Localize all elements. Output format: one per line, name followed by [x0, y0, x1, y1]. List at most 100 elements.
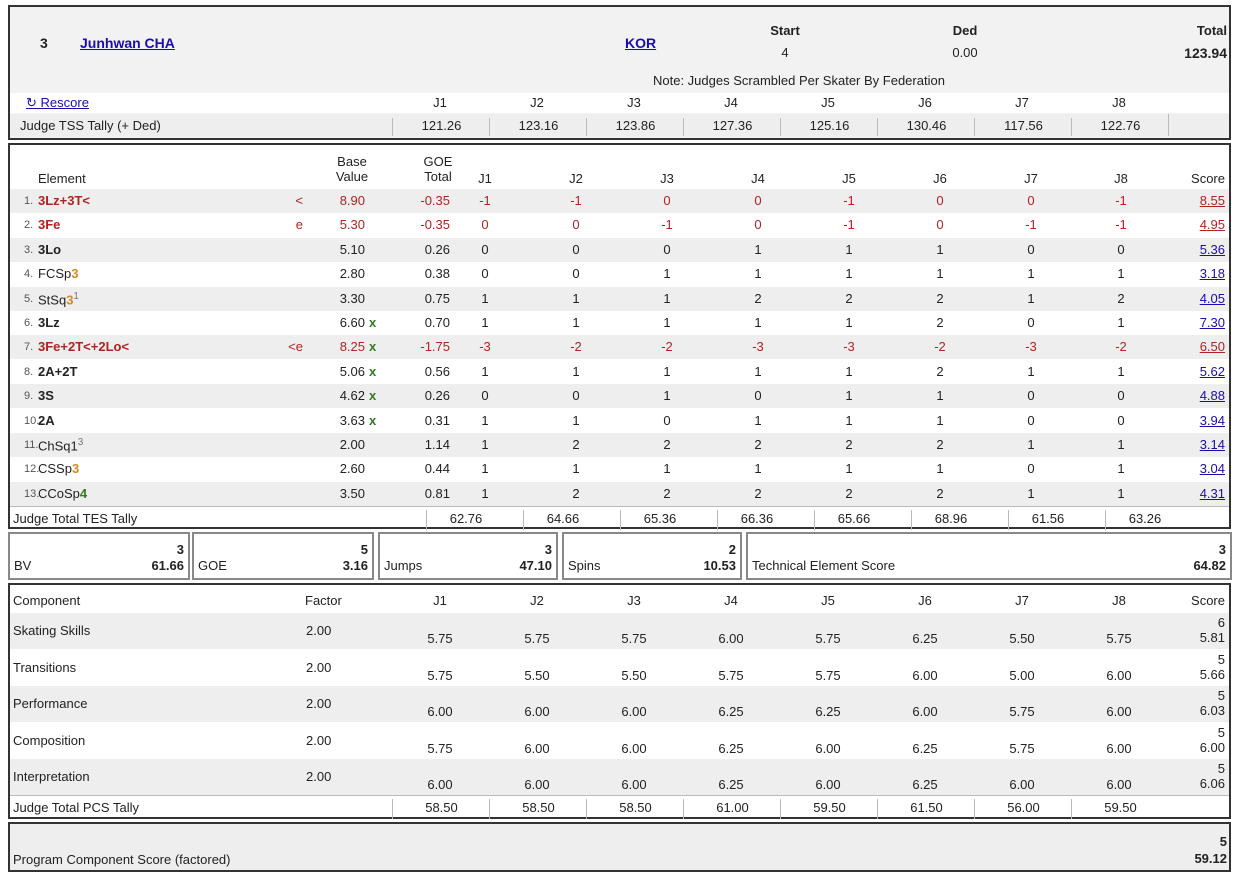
- pcs-tally-value: 61.50: [877, 799, 975, 819]
- rescore-link[interactable]: ↻ Rescore: [26, 95, 89, 111]
- component-judge-mark: 6.25: [718, 740, 744, 756]
- nation-link[interactable]: KOR: [625, 35, 657, 51]
- element-score-link[interactable]: 8.55: [1199, 193, 1225, 208]
- element-score-link[interactable]: 3.94: [1199, 412, 1225, 428]
- element-level-superscript: 1: [73, 290, 79, 302]
- total-value: 123.94: [1184, 45, 1227, 61]
- summary-box: 5 GOE 3.16: [192, 532, 374, 580]
- element-judge-header: J3: [660, 171, 674, 186]
- element-score-link[interactable]: 3.04: [1199, 461, 1225, 477]
- element-score-link[interactable]: 6.50: [1199, 339, 1225, 355]
- element-score-link[interactable]: 4.31: [1199, 485, 1225, 501]
- summary-label: Spins: [568, 558, 601, 573]
- element-code: ChSq1: [38, 438, 78, 454]
- base-value-number: 6.60: [339, 315, 365, 330]
- component-judge-mark: 5.75: [1009, 704, 1035, 720]
- judge-goe: -1: [843, 193, 855, 208]
- tss-tally-value: 125.16: [780, 118, 878, 136]
- element-number: 12.: [24, 463, 40, 476]
- skater-name-link[interactable]: Junhwan CHA: [80, 35, 175, 51]
- judge-goe: 1: [754, 241, 762, 257]
- goe-total-column-header: GOE Total: [423, 154, 453, 184]
- component-judge-mark: 6.00: [718, 631, 744, 646]
- element-info-flag: <: [295, 193, 303, 208]
- judge-goe: 1: [1027, 437, 1035, 452]
- goe-total: 0.26: [424, 241, 450, 257]
- element-score-link[interactable]: 7.30: [1199, 315, 1225, 330]
- judge-goe: -2: [934, 339, 946, 355]
- element-code: 3Lz+3T<: [38, 193, 91, 208]
- component-judge-mark: 6.00: [1106, 667, 1132, 683]
- summary-label: Technical Element Score: [752, 558, 896, 573]
- tes-tally-value: 61.56: [1008, 510, 1087, 530]
- component-judge-mark: 6.00: [524, 704, 550, 720]
- goe-total: 0.81: [424, 485, 450, 501]
- base-value-number: 5.06: [339, 363, 365, 379]
- summary-value: 47.10: [519, 558, 552, 573]
- judge-goe: 1: [1117, 485, 1125, 501]
- judge-goe: 1: [845, 315, 853, 330]
- component-judge-mark: 6.25: [912, 777, 938, 793]
- pcs-rank: 5: [1219, 834, 1227, 849]
- pcs-tally-value: 58.50: [586, 799, 684, 819]
- skater-rank: 3: [40, 35, 48, 51]
- summary-rank: 3: [544, 542, 552, 557]
- tss-tally-value: 123.86: [586, 118, 684, 136]
- element-number: 11.: [24, 439, 39, 451]
- summary-rank: 3: [176, 542, 184, 557]
- element-score-link[interactable]: 5.62: [1199, 363, 1225, 379]
- total-label: Total: [1196, 23, 1227, 38]
- element-number: 5.: [24, 292, 34, 305]
- component-row: Skating Skills 2.00 5.75 5.75 5.75 6.00 5.75 6.…: [10, 613, 1229, 649]
- judge-goe: 0: [481, 217, 489, 233]
- summary-box: 3 Technical Element Score 64.82: [746, 532, 1232, 580]
- judge-goe: 1: [481, 315, 489, 330]
- judge-goe: -3: [752, 339, 764, 355]
- element-score-link[interactable]: 4.95: [1199, 217, 1225, 233]
- summary-label: GOE: [198, 558, 227, 573]
- judge-goe: 1: [845, 363, 853, 379]
- judge-goe: 1: [845, 388, 853, 404]
- base-value: 8.90: [310, 193, 365, 208]
- tes-tally-value: 68.96: [911, 510, 990, 530]
- element-score-link[interactable]: 3.18: [1199, 266, 1225, 282]
- base-value-number: 8.25: [339, 339, 365, 355]
- judge-goe: 0: [754, 217, 762, 233]
- judge-goe: 1: [1027, 363, 1035, 379]
- element-score-link[interactable]: 3.14: [1199, 437, 1225, 452]
- component-judge-mark: 5.75: [427, 740, 453, 756]
- element-row: 9. 3S 4.62 x 0.26 0 0 1 0 1 1 0 0 4.88: [10, 384, 1229, 409]
- goe-total: 0.38: [424, 266, 450, 282]
- component-row: Interpretation 2.00 6.00 6.00 6.00 6.25 6.00 6.…: [10, 759, 1229, 796]
- element-judge-header: J5: [842, 171, 856, 186]
- element-score-link[interactable]: 4.88: [1199, 388, 1225, 404]
- judge-goe: -3: [1025, 339, 1037, 355]
- component-judge-header: J6: [918, 593, 932, 608]
- judge-goe: 0: [572, 266, 580, 282]
- judge-goe: 1: [481, 290, 489, 306]
- refresh-icon: ↻: [26, 95, 37, 110]
- element-code: 2A+2T: [38, 363, 78, 379]
- element-level: 3: [71, 266, 79, 282]
- factor-column-header: Factor: [305, 593, 342, 608]
- element-score-link[interactable]: 4.05: [1199, 290, 1225, 306]
- goe-total: 0.56: [424, 363, 450, 379]
- judge-goe: 1: [936, 412, 944, 428]
- judge-goe: 0: [663, 241, 671, 257]
- judge-goe: 2: [845, 437, 853, 452]
- skater-header-panel: 3 Junhwan CHA KOR Start 4 Ded 0.00 Total…: [8, 5, 1231, 140]
- judge-goe: -1: [479, 193, 491, 208]
- judge-goe: 1: [936, 461, 944, 477]
- judge-goe: 2: [754, 290, 762, 306]
- element-level: 3: [66, 291, 74, 307]
- element-row: 1. 3Lz+3T< <8.90 -0.35 -1 -1 0 0 -1 0 0 -1 8.55: [10, 189, 1229, 213]
- element-score-link[interactable]: 5.36: [1199, 241, 1225, 257]
- summary-label: Jumps: [384, 558, 423, 573]
- element-level: 4: [79, 485, 88, 501]
- base-value: 4.62: [310, 388, 365, 403]
- judge-goe: 1: [663, 388, 671, 404]
- component-row: Performance 2.00 6.00 6.00 6.00 6.25 6.25 6.00 5…: [10, 686, 1229, 723]
- base-value: 8.25: [310, 339, 365, 354]
- component-judge-mark: 5.50: [1009, 631, 1035, 646]
- component-rank: 6: [1217, 615, 1225, 630]
